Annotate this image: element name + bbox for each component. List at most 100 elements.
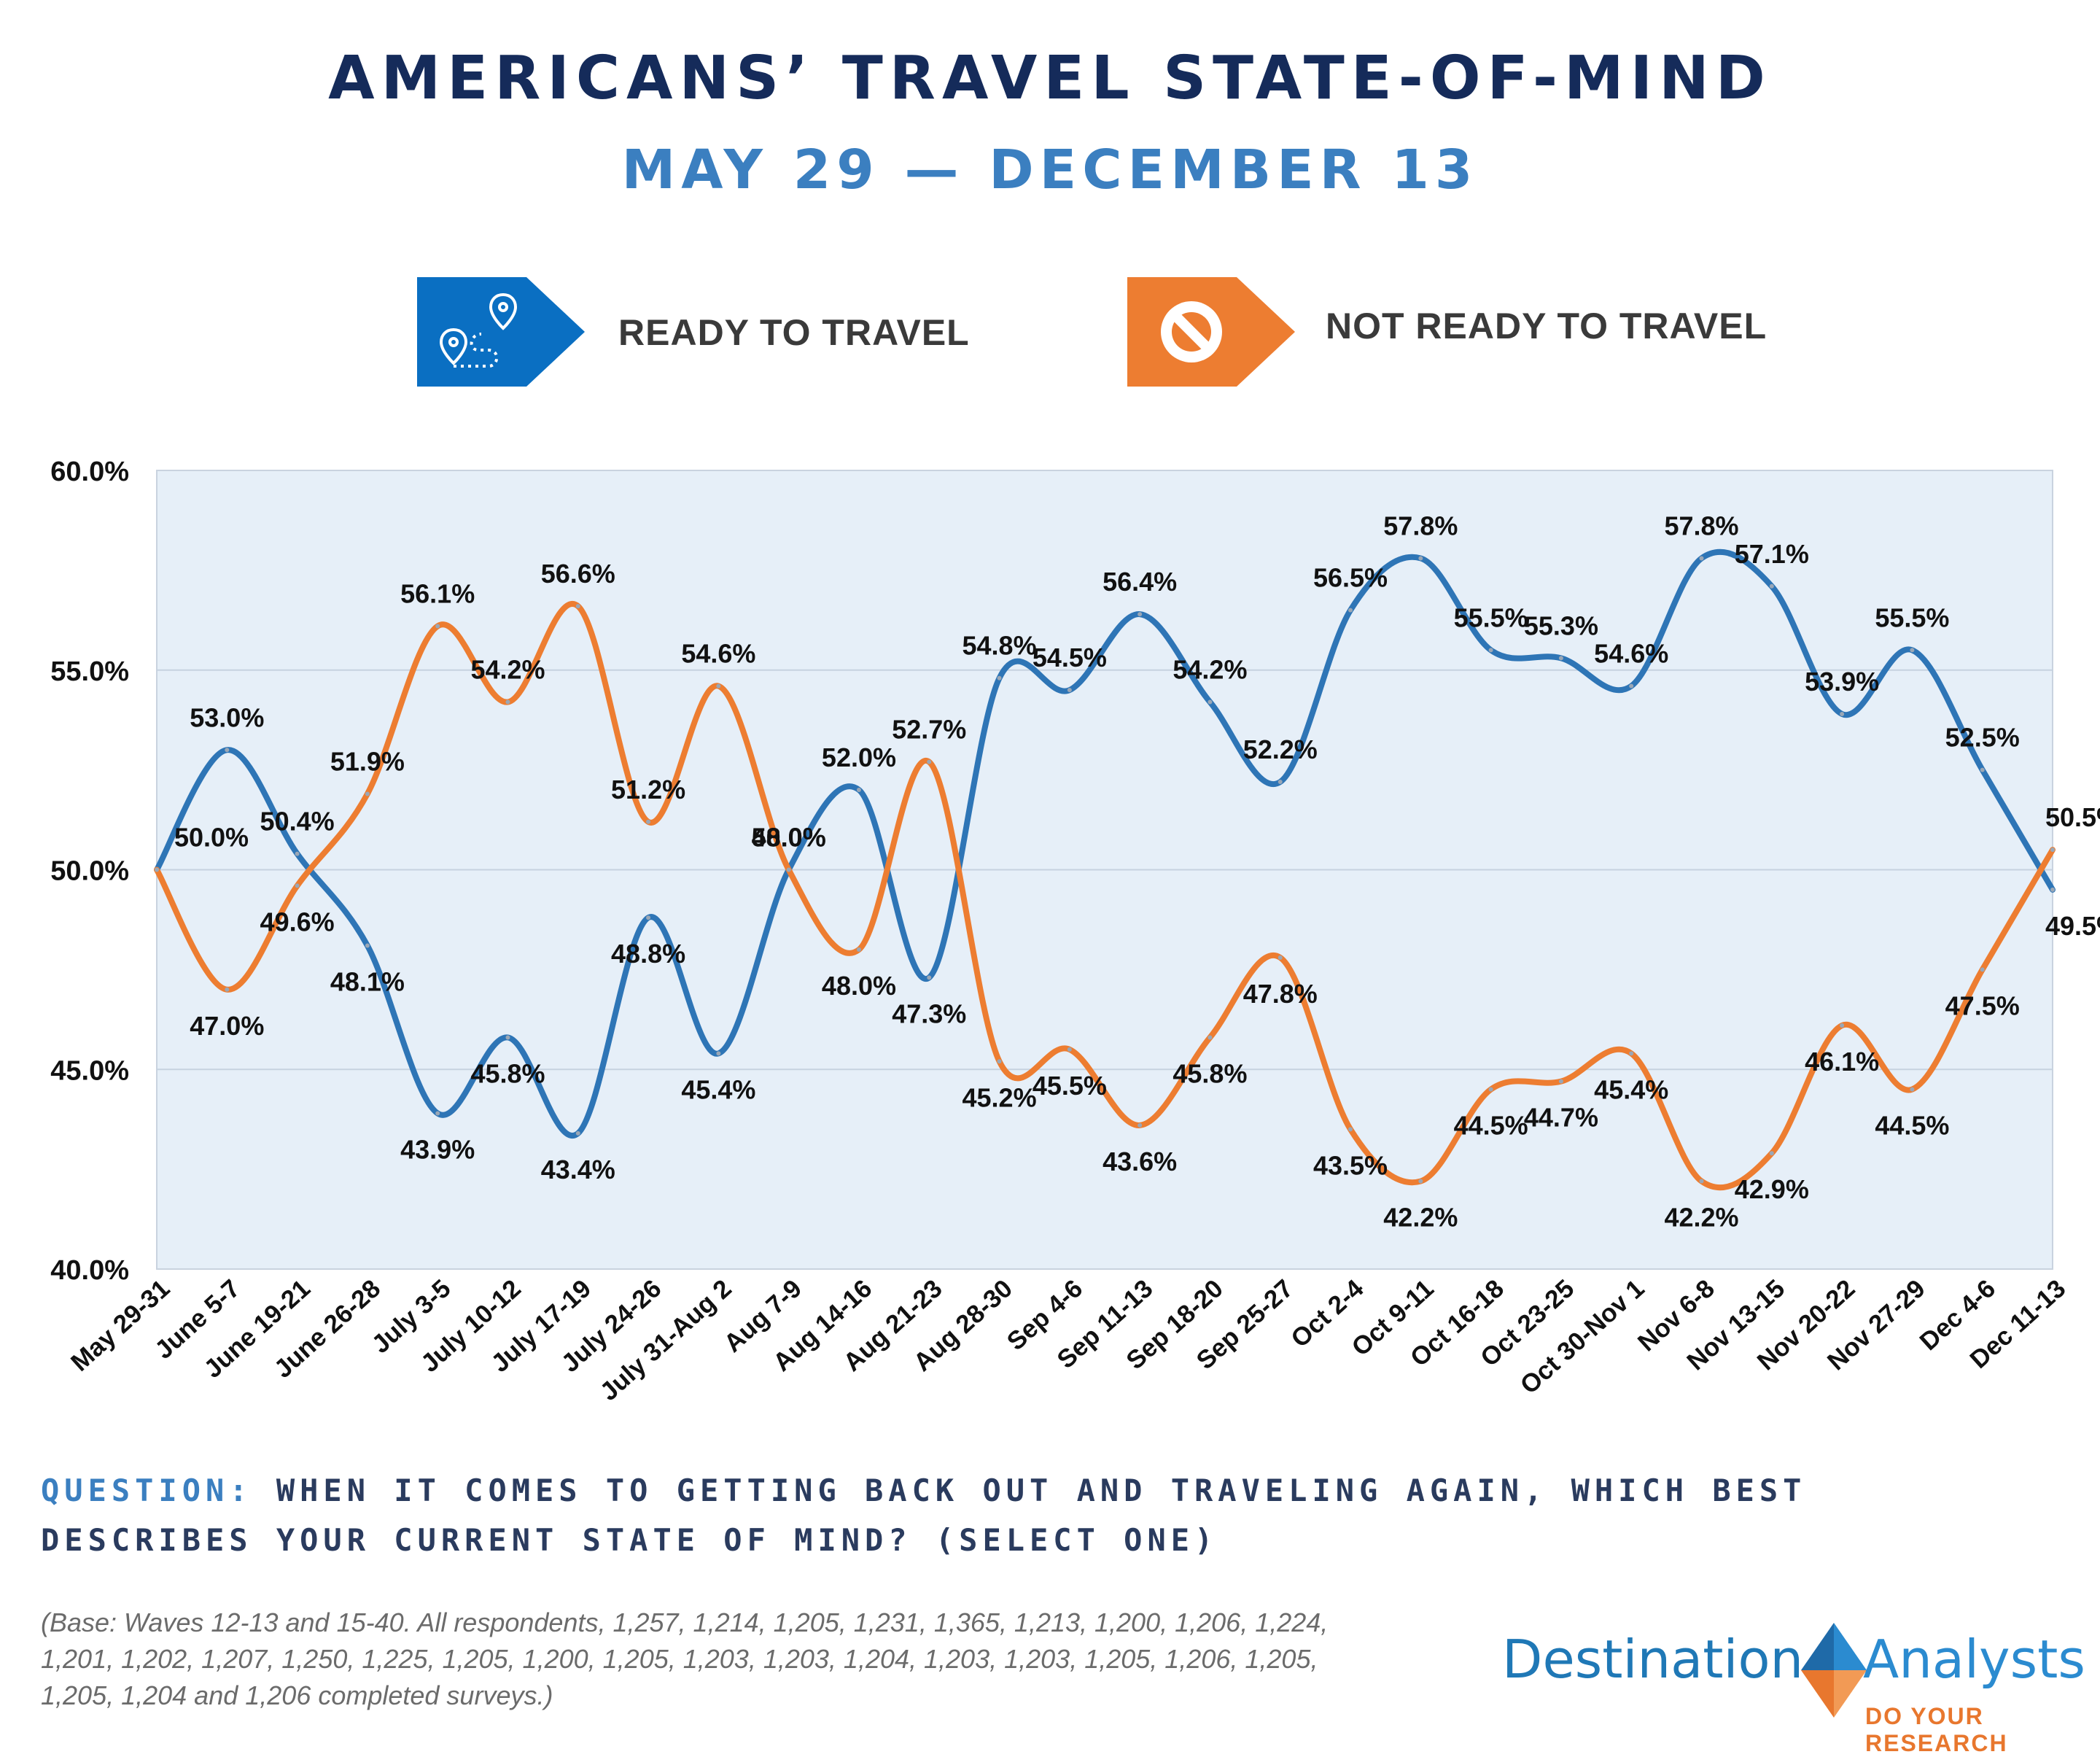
company-logo: Destination Analysts DO YOUR RESEARCH [1502,1616,2085,1756]
data-point-ready-to-travel [997,675,1002,680]
data-point-not-ready-to-travel [1067,1047,1072,1052]
data-label-not-ready-to-travel: 43.5% [1313,1150,1388,1180]
data-point-not-ready-to-travel [716,683,721,689]
legend-not-ready-label: NOT READY TO TRAVEL [1326,306,1768,346]
data-point-not-ready-to-travel [1558,1079,1563,1084]
legend-ready-label: READY TO TRAVEL [618,312,970,353]
data-label-not-ready-to-travel: 50.5% [2045,802,2100,832]
data-label-not-ready-to-travel: 42.9% [1735,1174,1809,1204]
y-tick-label: 45.0% [50,1055,129,1086]
data-label-ready-to-travel: 45.8% [470,1058,545,1088]
data-label-ready-to-travel: 54.2% [1172,655,1247,685]
data-label-not-ready-to-travel: 45.5% [1032,1071,1107,1101]
base-note: (Base: Waves 12-13 and 15-40. All respon… [41,1607,1329,1710]
data-point-ready-to-travel [365,943,370,948]
logo-word-left: Destination [1502,1629,1804,1690]
data-point-ready-to-travel [646,915,651,920]
data-label-ready-to-travel: 54.5% [1032,643,1107,672]
data-label-not-ready-to-travel: 45.4% [1594,1074,1668,1104]
data-point-not-ready-to-travel [435,624,440,629]
x-tick-label: May 29-31 [66,1274,175,1377]
data-label-not-ready-to-travel: 50.0% [174,823,249,853]
data-point-not-ready-to-travel [225,987,230,992]
data-point-not-ready-to-travel [927,759,932,764]
data-point-ready-to-travel [435,1111,440,1116]
data-point-ready-to-travel [1629,683,1634,689]
data-label-ready-to-travel: 56.4% [1102,567,1177,597]
data-point-not-ready-to-travel [1699,1179,1704,1184]
data-point-ready-to-travel [575,1130,580,1136]
data-label-not-ready-to-travel: 47.8% [1243,979,1318,1009]
data-point-not-ready-to-travel [1418,1179,1423,1184]
data-label-ready-to-travel: 52.5% [1945,723,2020,753]
data-point-ready-to-travel [856,788,861,792]
data-label-not-ready-to-travel: 45.8% [1172,1058,1247,1088]
data-point-ready-to-travel [927,975,932,980]
data-point-not-ready-to-travel [997,1059,1002,1064]
page-title: AMERICANS’ TRAVEL STATE-OF-MIND [328,44,1772,113]
data-point-not-ready-to-travel [155,867,159,872]
data-point-ready-to-travel [295,851,300,856]
data-point-ready-to-travel [2050,887,2055,892]
data-label-not-ready-to-travel: 54.2% [470,655,545,685]
data-label-ready-to-travel: 52.0% [822,742,896,772]
data-label-not-ready-to-travel: 43.6% [1102,1147,1177,1176]
data-point-not-ready-to-travel [365,791,370,796]
data-label-not-ready-to-travel: 48.0% [822,971,896,1001]
data-point-ready-to-travel [505,1035,510,1040]
y-tick-label: 55.0% [50,656,129,687]
data-point-not-ready-to-travel [1840,1023,1845,1028]
data-label-not-ready-to-travel: 54.6% [681,639,755,669]
data-label-not-ready-to-travel: 51.2% [611,775,685,804]
data-label-not-ready-to-travel: 46.1% [1805,1047,1879,1077]
y-tick-label: 40.0% [50,1255,129,1286]
series-line-ready-to-travel [154,548,2056,1139]
logo-word-right: Analysts [1863,1629,2085,1690]
data-label-not-ready-to-travel: 56.1% [400,579,475,609]
question-lead: QUESTION: [41,1473,253,1508]
data-label-not-ready-to-travel: 47.0% [190,1011,264,1041]
y-tick-label: 60.0% [50,457,129,487]
data-point-ready-to-travel [716,1051,721,1056]
data-label-ready-to-travel: 55.5% [1875,602,1949,632]
data-point-ready-to-travel [1208,699,1213,705]
data-label-ready-to-travel: 43.9% [400,1134,475,1164]
data-label-not-ready-to-travel: 52.7% [892,715,966,745]
data-label-ready-to-travel: 47.3% [892,998,966,1028]
data-label-ready-to-travel: 43.4% [541,1155,615,1184]
data-label-ready-to-travel: 49.5% [2045,911,2100,941]
legend-ready-badge [417,277,585,387]
data-point-not-ready-to-travel [1348,1127,1353,1132]
data-point-ready-to-travel [1348,608,1353,613]
survey-question: QUESTION: WHEN IT COMES TO GETTING BACK … [41,1466,2039,1565]
data-point-not-ready-to-travel [786,867,791,872]
page-subtitle: MAY 29 — DECEMBER 13 [621,139,1479,201]
data-point-not-ready-to-travel [2050,848,2055,853]
data-label-ready-to-travel: 48.8% [611,939,685,969]
data-label-ready-to-travel: 54.8% [962,631,1037,661]
data-label-not-ready-to-travel: 51.9% [330,746,405,776]
data-point-not-ready-to-travel [646,819,651,824]
data-label-not-ready-to-travel: 44.5% [1454,1111,1528,1141]
data-point-ready-to-travel [1769,583,1774,589]
data-label-ready-to-travel: 55.3% [1524,610,1598,640]
series-line-not-ready-to-travel [154,601,2056,1191]
data-point-not-ready-to-travel [505,699,510,705]
data-label-not-ready-to-travel: 45.2% [962,1082,1037,1112]
data-point-ready-to-travel [1910,648,1915,653]
x-tick-label: Oct 30-Nov 1 [1514,1274,1649,1400]
data-label-not-ready-to-travel: 49.6% [260,907,335,936]
data-label-ready-to-travel: 45.4% [681,1074,755,1104]
data-label-ready-to-travel: 57.8% [1664,511,1738,540]
data-label-ready-to-travel: 50.4% [260,807,335,837]
logo-tagline: DO YOUR RESEARCH [1865,1703,2008,1756]
data-point-ready-to-travel [1278,780,1283,785]
data-label-ready-to-travel: 53.9% [1805,667,1879,697]
data-label-not-ready-to-travel: 44.7% [1524,1103,1598,1133]
data-point-ready-to-travel [1840,711,1845,716]
data-point-ready-to-travel [1067,688,1072,693]
data-label-ready-to-travel: 57.8% [1383,511,1458,540]
data-label-not-ready-to-travel: 48.0% [752,823,826,853]
data-label-not-ready-to-travel: 42.2% [1664,1203,1738,1233]
legend-not-ready-badge [1127,277,1295,387]
